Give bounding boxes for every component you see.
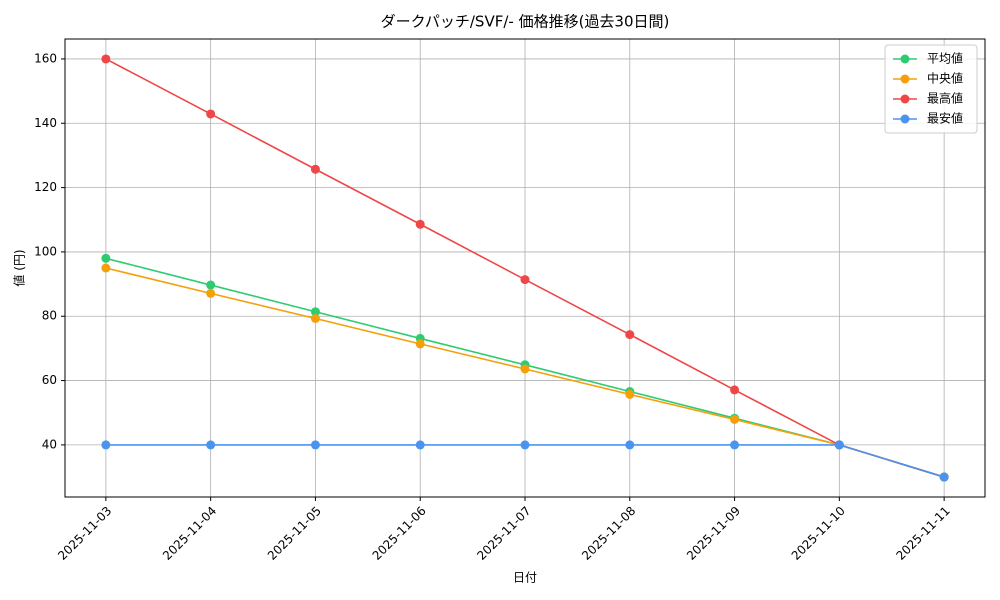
point <box>730 440 740 450</box>
x-tick-label: 2025-11-11 <box>894 504 953 563</box>
y-axis-label: 値 (円) <box>12 249 27 286</box>
point <box>101 263 111 273</box>
y-tick-label: 40 <box>42 437 57 451</box>
point <box>625 330 635 340</box>
point <box>520 275 530 285</box>
point <box>310 440 320 450</box>
point <box>730 385 740 395</box>
legend-swatch <box>900 74 910 84</box>
x-tick-label: 2025-11-08 <box>579 504 638 563</box>
point <box>625 440 635 450</box>
point <box>101 253 111 263</box>
y-tick-label: 80 <box>42 309 57 323</box>
point <box>310 307 320 317</box>
x-tick-label: 2025-11-09 <box>684 504 743 563</box>
point <box>415 440 425 450</box>
x-tick-label: 2025-11-07 <box>474 504 533 563</box>
x-tick-label: 2025-11-10 <box>789 504 848 563</box>
x-axis-label: 日付 <box>513 571 537 585</box>
point <box>310 164 320 174</box>
point <box>939 472 949 482</box>
point <box>101 54 111 64</box>
legend-label: 中央値 <box>927 71 963 86</box>
chart-title: ダークパッチ/SVF/- 価格推移(過去30日間) <box>381 13 670 31</box>
y-tick-label: 120 <box>34 180 57 194</box>
y-tick-label: 140 <box>34 116 57 130</box>
point <box>520 364 530 374</box>
point <box>206 109 216 119</box>
legend-swatch <box>900 54 910 64</box>
point <box>520 440 530 450</box>
legend-swatch <box>900 94 910 104</box>
plot-frame <box>64 38 986 498</box>
x-tick-label: 2025-11-06 <box>370 504 429 563</box>
y-tick-label: 60 <box>42 373 57 387</box>
point <box>730 414 740 424</box>
y-tick-label: 160 <box>34 51 57 65</box>
legend-label: 平均値 <box>927 51 963 66</box>
y-tick-label: 100 <box>34 244 57 258</box>
point <box>834 440 844 450</box>
legend-label: 最安値 <box>927 111 963 126</box>
point <box>206 288 216 298</box>
x-tick-label: 2025-11-05 <box>265 504 324 563</box>
point <box>101 440 111 450</box>
legend-box <box>884 44 978 134</box>
legend-label: 最高値 <box>927 91 963 106</box>
point <box>310 313 320 323</box>
point <box>415 219 425 229</box>
legend-swatch <box>900 114 910 124</box>
point <box>625 389 635 399</box>
x-tick-label: 2025-11-04 <box>160 504 219 563</box>
point <box>415 339 425 349</box>
point <box>206 440 216 450</box>
point <box>206 280 216 290</box>
x-tick-label: 2025-11-03 <box>55 504 114 563</box>
